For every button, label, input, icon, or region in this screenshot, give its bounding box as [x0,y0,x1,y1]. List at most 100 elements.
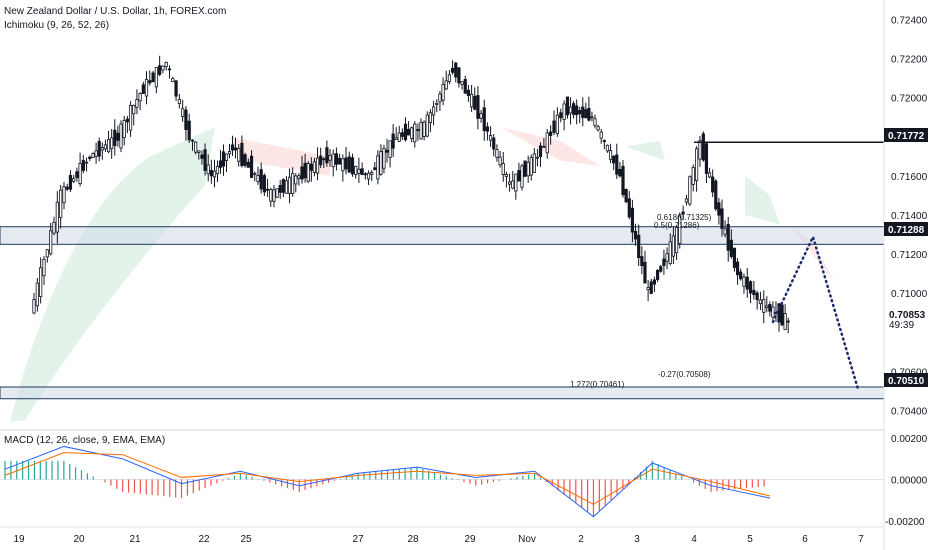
candle-body [315,157,320,174]
fib-618-label: 0.618(0.71325) [657,213,712,222]
candle-body [504,174,509,177]
candle-body [281,179,285,193]
candle-body [748,281,753,294]
candle-body [742,276,746,287]
candle-body [303,162,307,179]
candle-body [726,224,730,251]
candle-body [568,106,573,114]
candle-body [460,81,464,85]
candle-body [262,175,266,193]
candle-body [278,185,282,193]
candle-body [758,299,763,305]
candle-body [492,137,496,150]
candle-body [344,157,348,170]
candle-body [431,106,436,116]
candle-body [72,178,76,182]
candle-body [294,175,298,185]
candle-body [122,120,126,138]
candle-body [694,148,699,181]
time-tick-label: 5 [747,534,753,545]
candle-body [406,128,411,136]
candle-body [338,157,342,165]
candle-body [479,113,483,119]
candle-body [681,211,685,215]
candle-body [297,175,301,179]
candle-body [42,258,46,277]
candle-body [206,164,210,175]
candle-body [45,249,49,258]
candle-body [97,140,101,157]
candle-body [507,181,512,185]
candle-body [768,304,772,312]
candle-body [572,103,576,115]
candle-body [501,163,505,175]
time-tick-label: 6 [802,534,808,545]
candle-body [498,156,502,166]
candle-body [578,110,582,115]
cloud-green-right [625,140,665,161]
price-tick-label: 0.71000 [891,289,928,300]
projection-path [771,233,860,391]
candle-body [148,80,152,84]
candle-body [643,261,647,284]
candle-body [164,61,168,67]
symbol-title: New Zealand Dollar / U.S. Dollar, 1h, FO… [4,6,226,17]
candle-body [287,176,292,194]
price-tick-label: 0.71600 [891,172,928,183]
zones [0,226,885,400]
candle-body [55,201,59,233]
candle-body [259,169,263,190]
candle-body [444,80,448,90]
candle-body [370,172,374,175]
time-tick-label: 4 [691,534,697,545]
candle-body [397,132,401,142]
candle-body [100,147,104,151]
candle-body [218,160,223,168]
candle-body [469,93,474,108]
candle-body [91,153,95,158]
candle-body [581,106,585,118]
candle-body [158,65,162,75]
support-tag-label: 0.70510 [888,376,925,387]
candle-body [532,153,536,173]
candle-body [422,121,426,137]
price-tick-label: 0.71200 [891,250,928,261]
candle-body [735,261,740,276]
candle-body [174,80,178,97]
zone-tag-label: 0.71288 [888,225,925,236]
candle-body [52,221,56,234]
candle-body [246,161,250,168]
candle-body [200,154,204,159]
candle-body [253,173,257,175]
candle-body [549,131,553,136]
candle-body [529,157,533,176]
candle-body [419,121,423,140]
macd-tick-label: -0.00200 [885,517,925,528]
candle-body [608,150,613,160]
candle-body [545,132,549,154]
candle-body [520,165,524,188]
time-tick-label: 22 [198,534,210,545]
resistance-tag-label: 0.71772 [888,131,925,142]
candle-body [621,165,625,196]
time-tick-label: 28 [407,534,419,545]
candle-body [65,186,69,190]
candle-body [729,239,733,257]
candle-body [116,132,120,141]
candle-body [717,202,721,216]
time-tick-label: Nov [518,534,536,545]
candle-body [514,173,518,192]
candle-body [78,163,82,184]
macd-tick-label: 0.00200 [891,434,928,445]
candle-body [659,266,663,272]
candle-body [39,267,43,297]
candle-body [762,299,766,313]
candle-body [135,99,139,108]
time-tick-label: 27 [352,534,364,545]
candle-body [300,166,304,180]
candle-body [542,145,546,148]
resistance-zone [0,226,885,245]
candle-body [428,112,433,123]
support-price-tag: 0.70510 [884,373,928,387]
